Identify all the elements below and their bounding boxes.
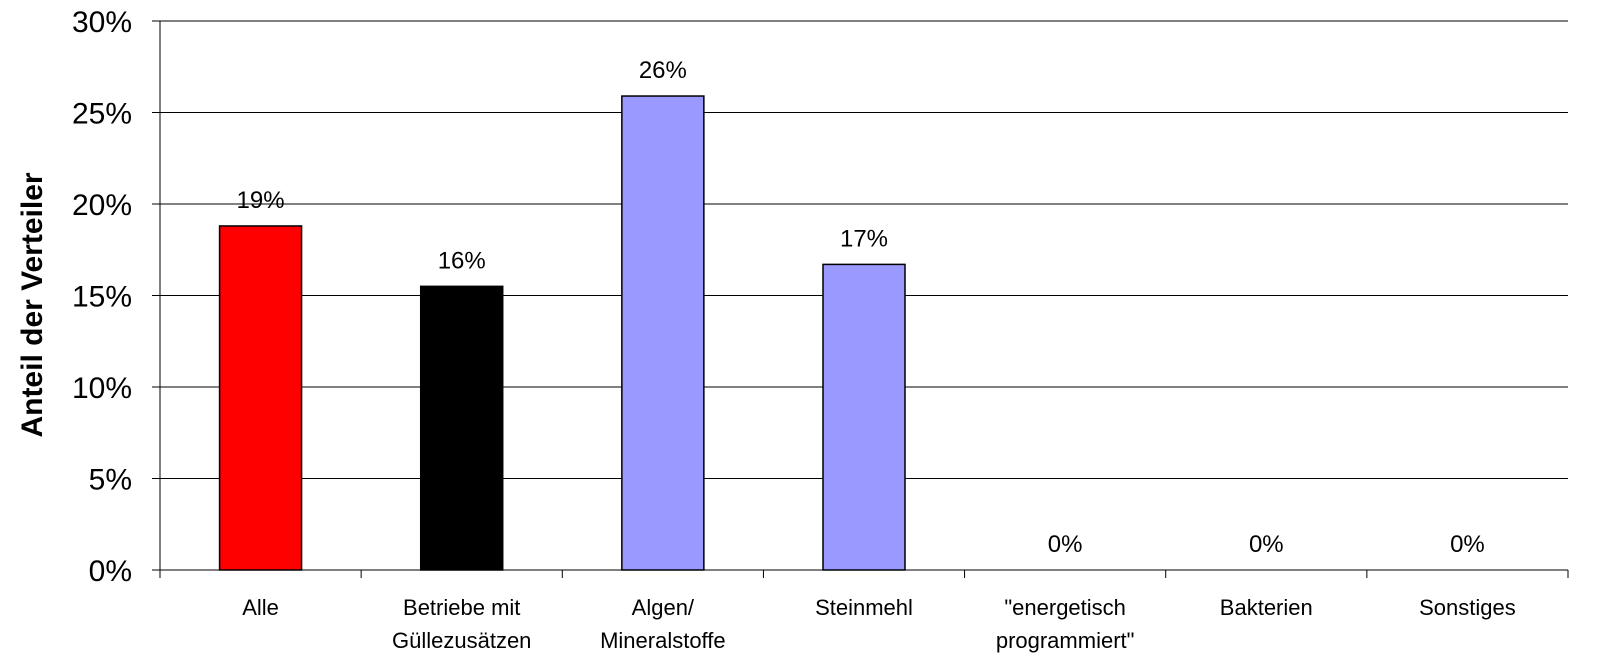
x-category-label: "energetisch bbox=[1004, 595, 1126, 620]
y-tick-label: 10% bbox=[72, 372, 132, 405]
data-label: 0% bbox=[1249, 531, 1284, 558]
data-label: 0% bbox=[1450, 531, 1485, 558]
bar bbox=[621, 95, 705, 571]
y-axis-title: Anteil der Verteiler bbox=[16, 172, 49, 437]
x-category-label: Algen/ bbox=[632, 595, 695, 620]
y-tick-label: 25% bbox=[72, 98, 132, 131]
axes bbox=[152, 20, 1569, 578]
data-label: 19% bbox=[237, 187, 285, 214]
y-tick-label: 30% bbox=[72, 6, 132, 39]
data-label: 26% bbox=[639, 57, 687, 84]
x-category-label: Güllezusätzen bbox=[392, 628, 531, 653]
bars bbox=[218, 95, 906, 571]
labels: 0% 5% 10% 15% 20% 25% 30% 19% Alle 16% Betriebe mi… bbox=[72, 6, 1516, 653]
data-label: 17% bbox=[840, 225, 888, 252]
data-label: 16% bbox=[438, 247, 486, 274]
bar bbox=[218, 225, 303, 571]
bar bbox=[419, 285, 504, 571]
data-label: 0% bbox=[1048, 531, 1083, 558]
y-tick-label: 20% bbox=[72, 189, 132, 222]
x-category-label: Alle bbox=[242, 595, 279, 620]
x-category-label: programmiert" bbox=[996, 628, 1135, 653]
x-category-label: Bakterien bbox=[1220, 595, 1313, 620]
y-tick-label: 5% bbox=[89, 464, 132, 497]
x-category-label: Betriebe mit bbox=[403, 595, 520, 620]
y-tick-label: 15% bbox=[72, 281, 132, 314]
x-category-label: Sonstiges bbox=[1419, 595, 1516, 620]
y-tick-label: 0% bbox=[89, 555, 132, 588]
x-category-label: Mineralstoffe bbox=[600, 628, 726, 653]
x-category-label: Steinmehl bbox=[815, 595, 913, 620]
bar bbox=[822, 263, 906, 571]
